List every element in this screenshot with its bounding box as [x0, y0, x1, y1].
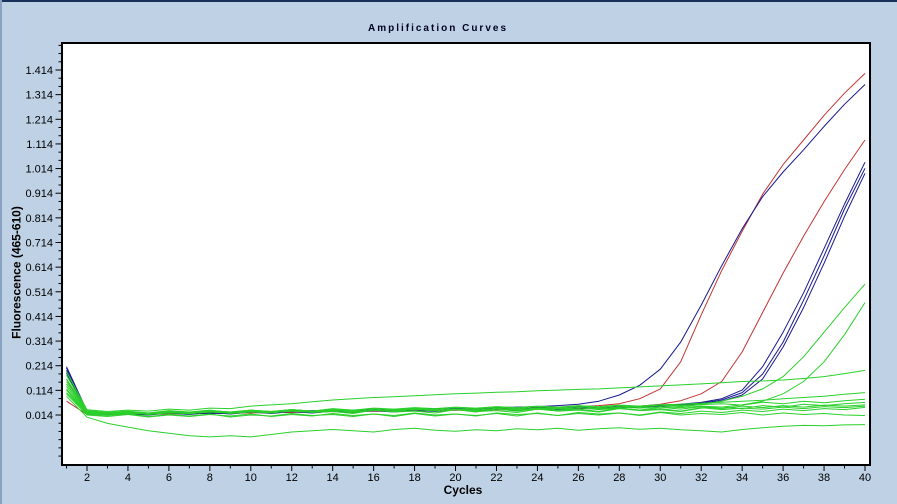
x-tick-label: 30 — [654, 472, 666, 484]
x-tick-label: 22 — [490, 472, 502, 484]
y-tick-label: 1.314 — [25, 90, 53, 102]
curve-green-10 — [66, 393, 866, 418]
x-tick-label: 20 — [449, 472, 461, 484]
curve-green-8 — [66, 395, 866, 438]
x-tick-label: 14 — [327, 472, 339, 484]
x-tick-label: 10 — [245, 472, 257, 484]
x-tick-label: 16 — [368, 472, 380, 484]
y-tick-label: 1.414 — [25, 65, 53, 77]
x-axis-title: Cycles — [443, 483, 483, 497]
x-tick-label: 18 — [408, 472, 420, 484]
x-tick-label: 26 — [572, 472, 584, 484]
curves-group — [66, 73, 866, 438]
y-tick-label: 0.114 — [26, 385, 53, 397]
y-tick-label: 1.114 — [26, 139, 53, 151]
x-tick-label: 40 — [859, 472, 871, 484]
y-tick-label: 0.614 — [25, 262, 53, 274]
chart-title: Amplification Curves — [367, 23, 509, 34]
y-tick-label: 0.414 — [25, 311, 53, 323]
x-tick-label: 38 — [818, 472, 830, 484]
window-top-edge — [0, 0, 897, 2]
curve-green-3 — [66, 369, 866, 412]
window-left-edge — [0, 0, 2, 504]
y-tick-label: 1.014 — [25, 164, 53, 176]
y-tick-label: 0.514 — [25, 287, 53, 299]
y-tick-label: 0.814 — [25, 213, 53, 225]
x-tick-label: 24 — [531, 472, 543, 484]
y-tick-label: 1.214 — [25, 114, 53, 126]
x-tick-label: 32 — [695, 472, 707, 484]
y-tick-label: 0.314 — [25, 336, 53, 348]
y-tick-label: 0.714 — [25, 237, 53, 249]
y-tick-label: 0.014 — [25, 410, 53, 422]
plot-frame — [61, 42, 871, 466]
x-tick-label: 6 — [166, 472, 172, 484]
y-tick-label: 0.214 — [25, 361, 53, 373]
x-tick-label: 12 — [286, 472, 298, 484]
x-tick-label: 4 — [125, 472, 131, 484]
x-tick-label: 36 — [777, 472, 789, 484]
x-tick-label: 2 — [84, 472, 90, 484]
curve-green-11 — [66, 378, 866, 414]
x-tick-label: 8 — [207, 472, 213, 484]
x-tick-label: 34 — [736, 472, 748, 484]
y-tick-label: 0.914 — [25, 188, 53, 200]
x-tick-label: 28 — [613, 472, 625, 484]
